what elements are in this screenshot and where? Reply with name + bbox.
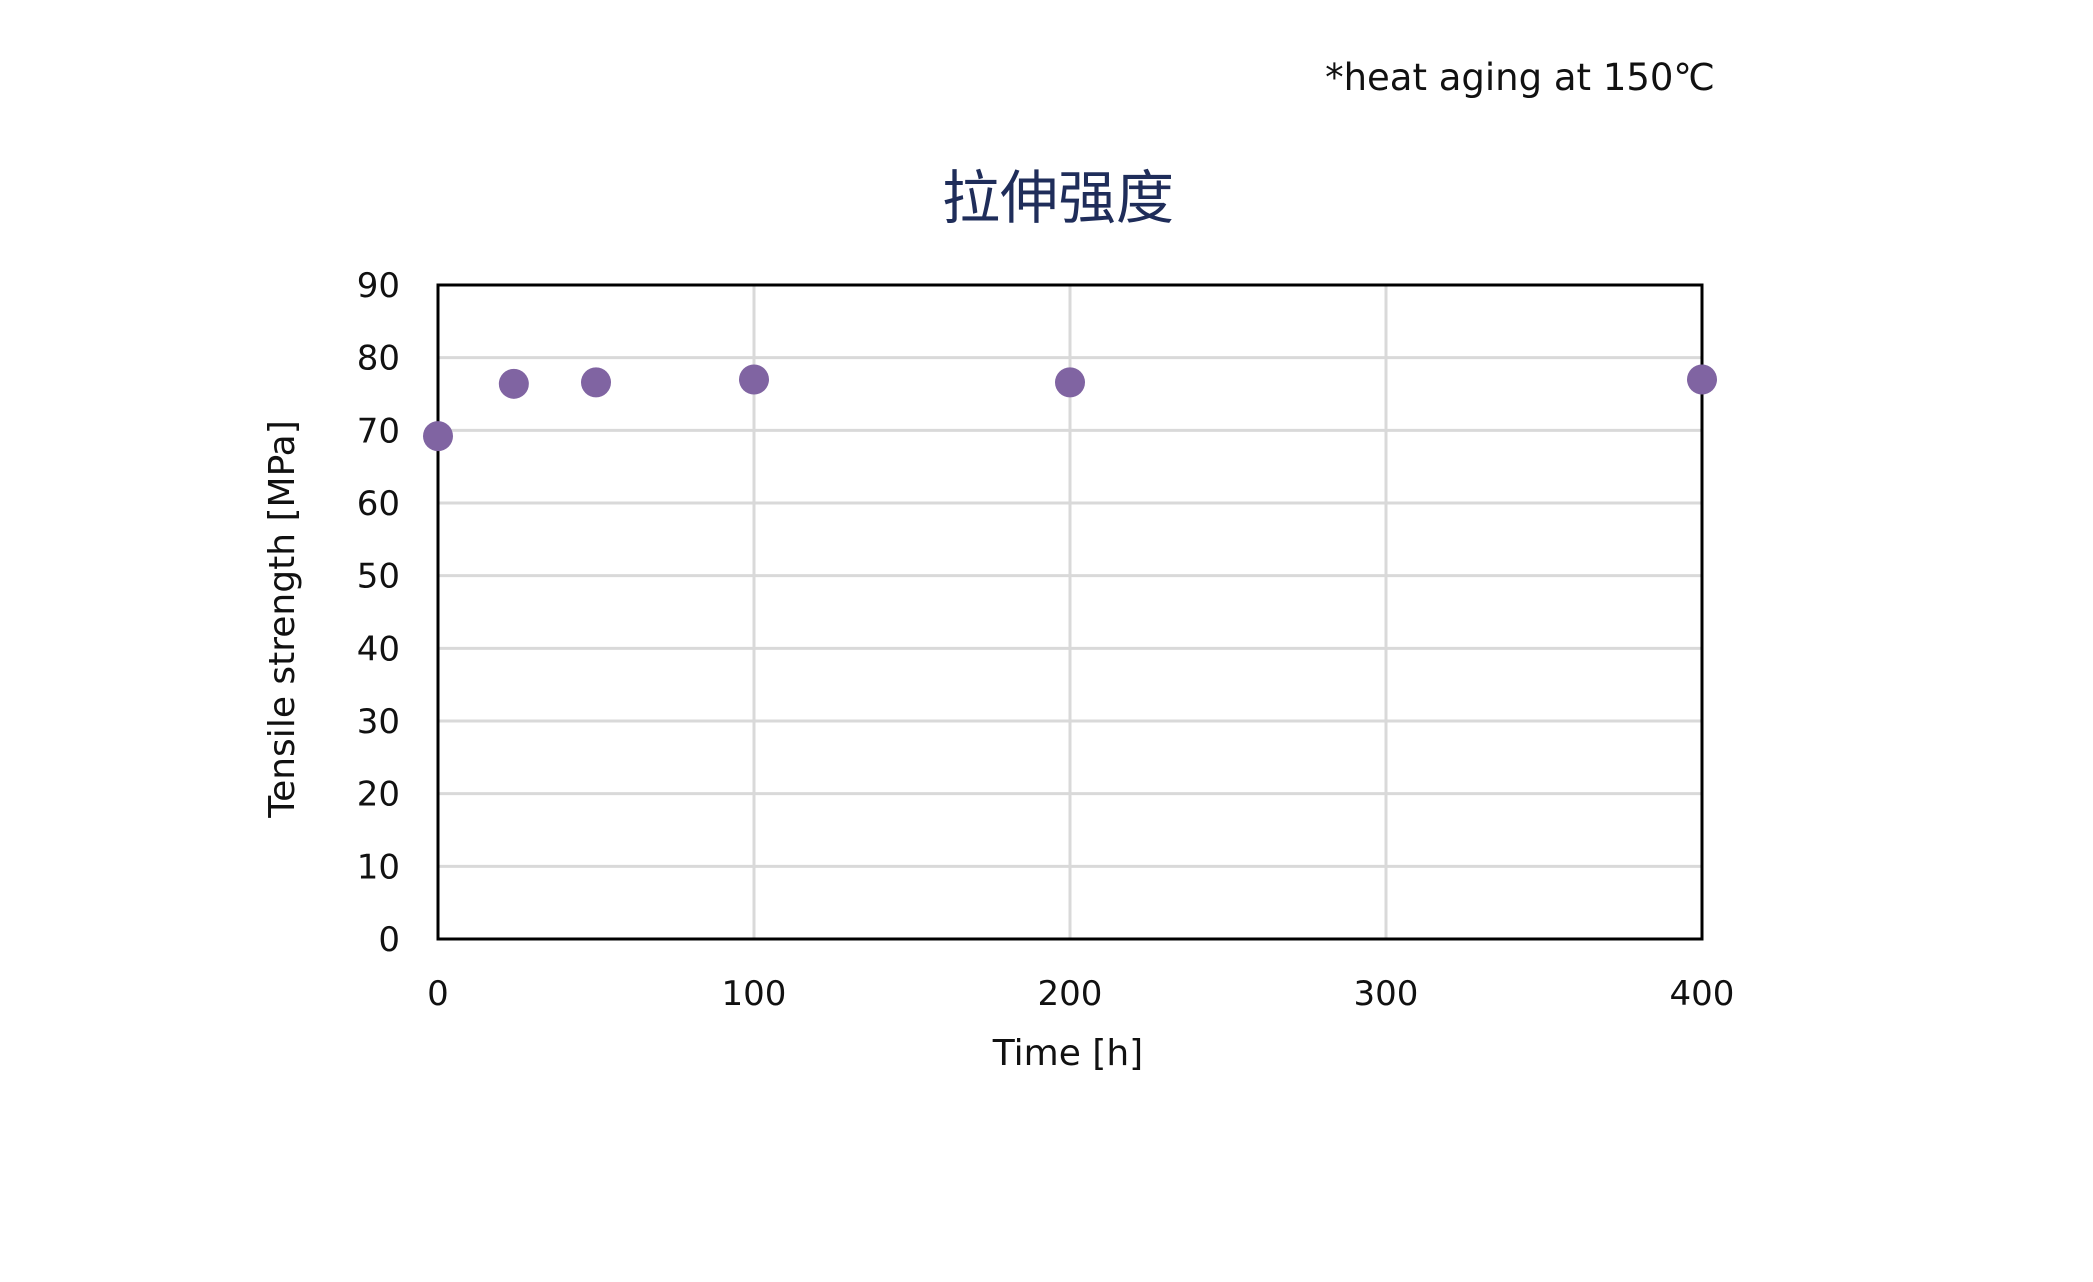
data-point-5 xyxy=(1687,364,1717,395)
gridlines xyxy=(438,285,1702,939)
y-tick-label-20: 20 xyxy=(357,775,400,815)
y-tick-label-50: 50 xyxy=(357,557,400,597)
data-point-4 xyxy=(1055,367,1085,398)
data-point-3 xyxy=(739,364,769,395)
y-tick-label-70: 70 xyxy=(357,411,400,451)
chart-title: 拉伸强度 xyxy=(942,164,1174,232)
data-points xyxy=(423,364,1717,452)
y-axis-label: Tensile strength [MPa] xyxy=(262,420,303,819)
data-point-1 xyxy=(498,368,529,399)
x-tick-label-400: 400 xyxy=(1670,974,1735,1014)
x-tick-label-200: 200 xyxy=(1038,974,1103,1014)
y-tick-label-40: 40 xyxy=(357,629,400,669)
plot-frame xyxy=(436,283,1704,941)
y-tick-label-60: 60 xyxy=(357,484,400,524)
tick-labels: 0 10 20 30 40 50 60 70 80 90 0 100 200 300 400 xyxy=(357,266,1735,1014)
y-tick-label-80: 80 xyxy=(357,339,400,379)
axes xyxy=(436,283,1704,941)
x-tick-label-0: 0 xyxy=(427,974,449,1014)
y-tick-label-30: 30 xyxy=(357,702,400,742)
y-tick-label-10: 10 xyxy=(357,847,400,887)
data-point-2 xyxy=(581,367,611,398)
data-point-0 xyxy=(423,421,453,452)
y-tick-label-90: 90 xyxy=(357,266,400,306)
x-tick-label-300: 300 xyxy=(1354,974,1419,1014)
x-tick-label-100: 100 xyxy=(722,974,787,1014)
heat-aging-note: *heat aging at 150℃ xyxy=(1325,56,1715,99)
x-axis-label: Time [h] xyxy=(992,1033,1143,1074)
y-tick-label-0: 0 xyxy=(378,920,400,960)
